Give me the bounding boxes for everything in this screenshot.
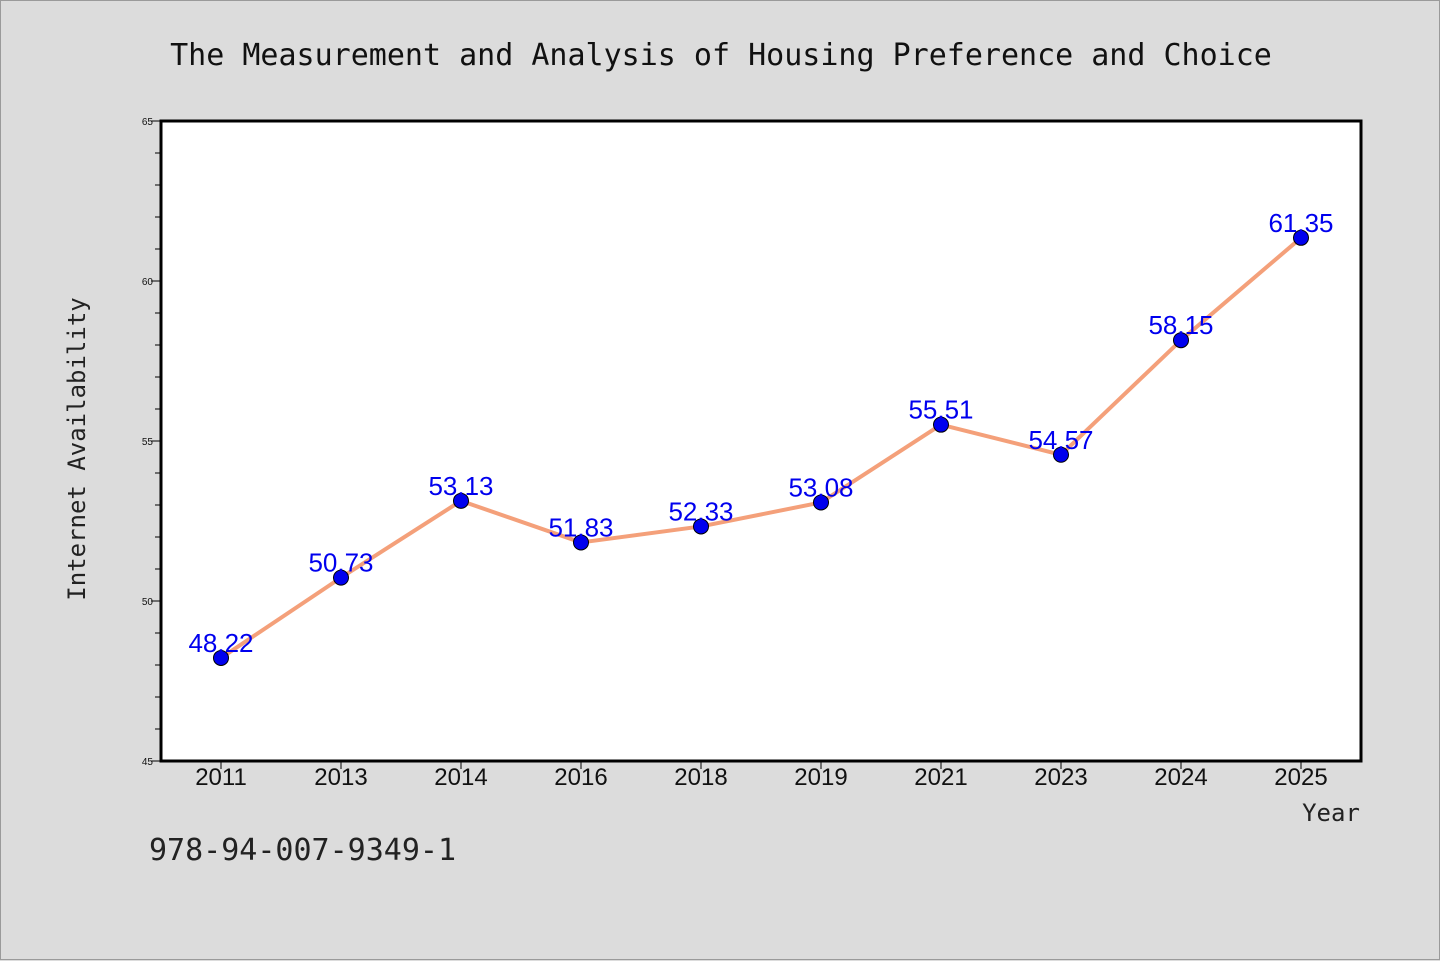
footer-code: 978-94-007-9349-1 <box>149 833 457 868</box>
data-point-2019 <box>813 494 829 511</box>
data-point-2016 <box>573 534 589 551</box>
data-point-2023 <box>1053 446 1069 463</box>
x-tick-label: 2013 <box>314 764 367 791</box>
x-tick-label: 2016 <box>554 764 607 791</box>
data-label-2011: 48.22 <box>188 628 253 658</box>
x-tick-label: 2019 <box>794 764 847 791</box>
series-line-group <box>213 229 1309 666</box>
y-tick-label: 60 <box>142 277 154 288</box>
data-label-2014: 53.13 <box>428 471 493 501</box>
data-point-2014 <box>453 492 469 509</box>
data-point-2011 <box>213 649 229 666</box>
data-label-2016: 51.83 <box>548 512 613 542</box>
x-tick-label: 2024 <box>1154 764 1207 791</box>
data-point-2024 <box>1173 332 1189 349</box>
chart-title: The Measurement and Analysis of Housing … <box>170 38 1272 73</box>
data-point-2013 <box>333 569 349 586</box>
data-label-2018: 52.33 <box>668 496 733 526</box>
y-tick-label: 65 <box>142 117 154 128</box>
x-tick-label: 2025 <box>1274 764 1327 791</box>
data-point-2025 <box>1293 229 1309 246</box>
x-tick-label: 2014 <box>434 764 487 791</box>
x-axis-title: Year <box>1302 799 1360 827</box>
y-axis-ticks: 45 50 55 60 65 <box>142 117 161 768</box>
y-tick-label: 55 <box>142 437 154 448</box>
y-axis-title: Internet Availability <box>63 297 91 600</box>
x-axis-ticks: 2011 2013 2014 2016 2018 2019 2021 2023 2024 2025 <box>195 761 1328 791</box>
x-tick-label: 2018 <box>674 764 727 791</box>
data-label-2021: 55.51 <box>908 395 973 425</box>
x-tick-label: 2021 <box>914 764 967 791</box>
data-point-2021 <box>933 416 949 433</box>
data-label-2013: 50.73 <box>308 548 373 578</box>
x-tick-label: 2023 <box>1034 764 1087 791</box>
data-point-2018 <box>693 518 709 535</box>
plot-area <box>159 119 1363 763</box>
x-tick-label: 2011 <box>195 764 247 791</box>
series-line <box>219 235 1303 660</box>
data-label-2025: 61.35 <box>1268 208 1333 238</box>
data-label-2019: 53.08 <box>788 472 853 502</box>
y-tick-label: 50 <box>142 597 154 608</box>
data-label-2024: 58.15 <box>1148 310 1213 340</box>
y-tick-label: 45 <box>142 757 154 768</box>
data-labels-group: 48.22 50.73 53.13 51.83 52.33 53.08 55.51 54.57… <box>188 208 1333 658</box>
data-label-2023: 54.57 <box>1028 425 1093 455</box>
